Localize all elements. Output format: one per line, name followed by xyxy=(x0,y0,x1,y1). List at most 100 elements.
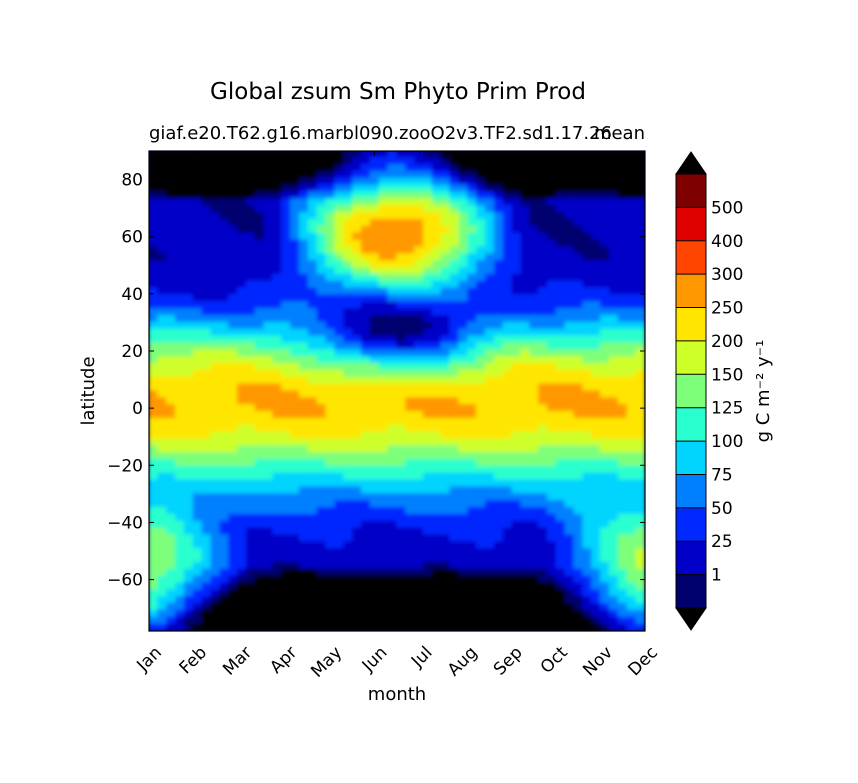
contour-cell xyxy=(431,472,442,481)
contour-cell xyxy=(254,596,265,605)
contour-cell xyxy=(201,410,212,420)
contour-cell xyxy=(228,164,239,173)
contour-cell xyxy=(635,198,645,207)
contour-cell xyxy=(149,623,159,631)
contour-cell xyxy=(520,151,531,159)
contour-cell xyxy=(502,314,513,324)
contour-cell xyxy=(343,280,354,289)
contour-cell xyxy=(174,397,186,406)
contour-cell xyxy=(174,404,186,413)
contour-cell xyxy=(422,177,434,186)
contour-cell xyxy=(316,438,327,447)
contour-cell xyxy=(555,561,566,570)
x-tick-label: Mar xyxy=(219,643,256,680)
contour-cell xyxy=(440,205,451,214)
contour-cell xyxy=(352,506,363,516)
contour-cell xyxy=(369,575,380,584)
contour-cell xyxy=(174,273,186,282)
contour-cell xyxy=(538,356,549,365)
contour-cell xyxy=(166,280,177,289)
contour-cell xyxy=(458,342,469,351)
contour-cell xyxy=(325,253,336,262)
contour-cell xyxy=(555,390,566,399)
contour-cell xyxy=(201,561,212,570)
contour-cell xyxy=(405,465,416,474)
contour-cell xyxy=(316,554,327,564)
contour-cell xyxy=(405,602,416,612)
contour-cell xyxy=(600,445,611,454)
contour-cell xyxy=(307,404,318,413)
contour-cell xyxy=(183,184,194,193)
contour-cell xyxy=(529,164,540,173)
contour-cell xyxy=(467,596,478,605)
contour-cell xyxy=(369,506,380,516)
contour-cell xyxy=(245,170,256,180)
contour-cell xyxy=(546,493,558,502)
contour-cell xyxy=(316,266,327,276)
contour-cell xyxy=(378,500,389,509)
contour-cell xyxy=(555,301,566,310)
contour-cell xyxy=(298,431,310,440)
contour-cell xyxy=(245,177,256,186)
contour-cell xyxy=(520,404,531,413)
contour-cell xyxy=(573,308,584,317)
contour-cell xyxy=(352,170,363,180)
contour-cell xyxy=(440,362,451,372)
contour-cell xyxy=(183,506,194,516)
contour-cell xyxy=(617,500,628,509)
contour-cell xyxy=(635,472,645,481)
contour-cell xyxy=(343,486,354,495)
contour-cell xyxy=(325,561,336,570)
contour-cell xyxy=(546,513,558,522)
contour-cell xyxy=(369,534,380,543)
contour-cell xyxy=(635,548,645,557)
contour-cell xyxy=(484,417,496,426)
contour-cell xyxy=(334,575,345,584)
contour-cell xyxy=(228,541,239,550)
contour-cell xyxy=(538,287,549,296)
contour-cell xyxy=(458,253,469,262)
contour-cell xyxy=(529,157,540,166)
contour-cell xyxy=(174,609,186,618)
contour-cell xyxy=(369,493,380,502)
contour-cell xyxy=(431,534,442,543)
contour-cell xyxy=(236,397,248,406)
contour-cell xyxy=(245,390,256,399)
contour-cell xyxy=(352,404,363,413)
contour-cell xyxy=(334,541,345,550)
contour-cell xyxy=(440,225,451,234)
contour-cell xyxy=(458,527,469,536)
contour-cell xyxy=(555,479,566,488)
contour-cell xyxy=(174,314,186,324)
contour-cell xyxy=(254,472,265,481)
contour-cell xyxy=(617,198,628,207)
contour-cell xyxy=(360,287,372,296)
contour-cell xyxy=(298,349,310,358)
contour-cell xyxy=(529,458,540,468)
contour-cell xyxy=(414,500,425,509)
contour-cell xyxy=(157,170,168,180)
contour-cell xyxy=(414,431,425,440)
contour-cell xyxy=(626,273,637,282)
contour-cell xyxy=(546,151,558,159)
contour-cell xyxy=(546,486,558,495)
contour-cell xyxy=(166,527,177,536)
contour-cell xyxy=(307,582,318,591)
contour-cell xyxy=(458,589,469,598)
contour-cell xyxy=(626,328,637,337)
contour-cell xyxy=(511,294,522,303)
contour-cell xyxy=(555,253,566,262)
contour-cell xyxy=(219,438,230,447)
contour-cell xyxy=(245,253,256,262)
contour-cell xyxy=(281,520,292,529)
contour-cell xyxy=(219,349,230,358)
contour-cell xyxy=(626,548,637,557)
contour-cell xyxy=(458,184,469,193)
contour-cell xyxy=(467,554,478,564)
contour-cell xyxy=(281,554,292,564)
contour-cell xyxy=(608,294,620,303)
contour-cell xyxy=(476,321,487,330)
contour-cell xyxy=(608,151,620,159)
contour-cell xyxy=(414,225,425,234)
contour-cell xyxy=(360,308,372,317)
